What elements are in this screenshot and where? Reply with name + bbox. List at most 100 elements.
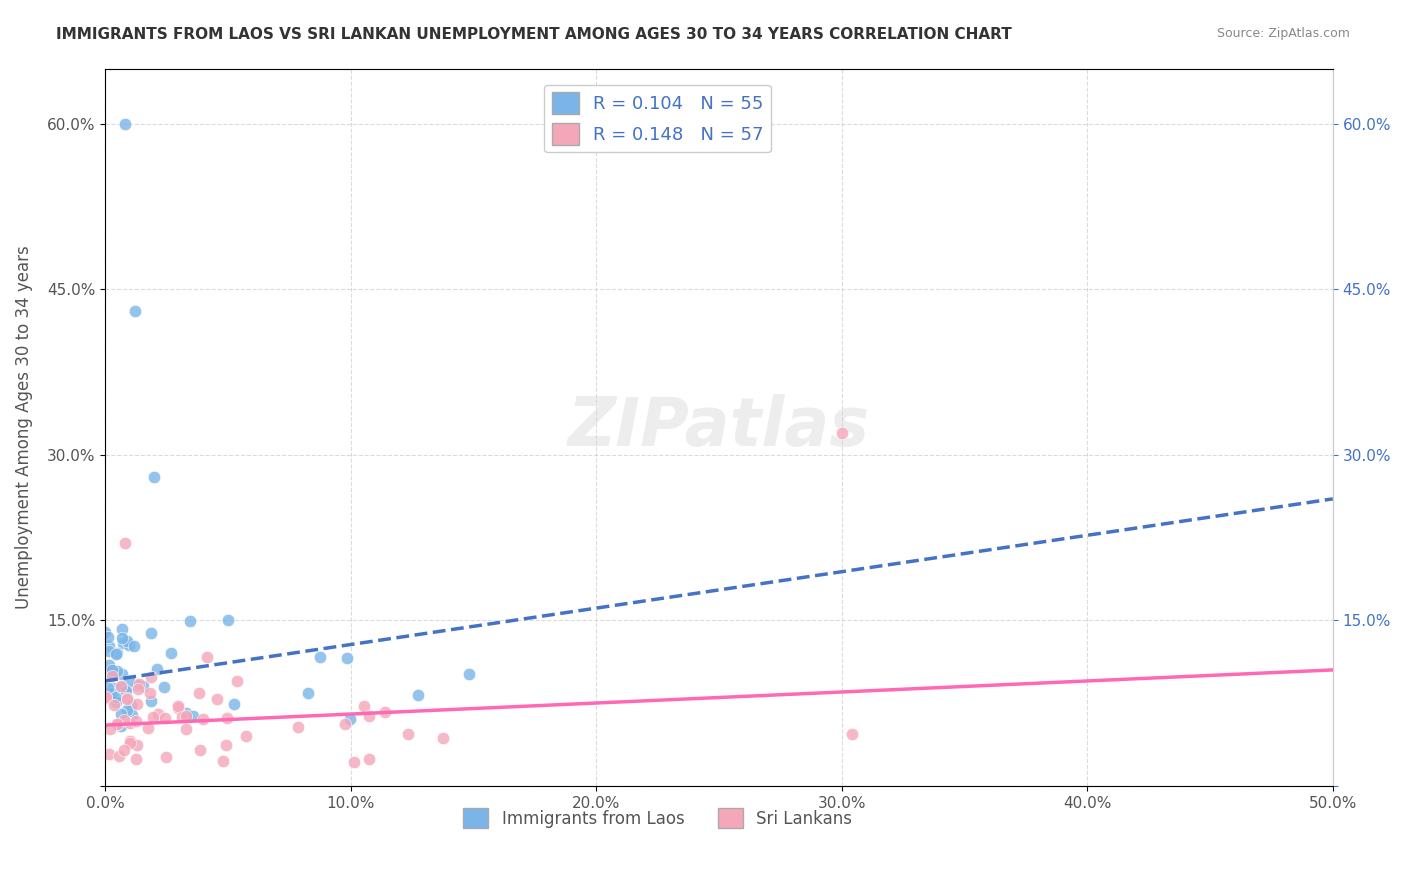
Point — [309, 650, 332, 665]
Point — [374, 705, 396, 719]
Point — [841, 727, 863, 741]
Point — [94, 690, 117, 705]
Point — [172, 710, 194, 724]
Point — [101, 663, 124, 677]
Point — [105, 716, 128, 731]
Point — [166, 701, 188, 715]
Point — [125, 752, 148, 766]
Point — [97, 681, 120, 695]
Point — [148, 706, 170, 721]
Point — [176, 709, 198, 723]
Point — [132, 679, 155, 693]
Point — [110, 706, 132, 721]
Point — [125, 697, 148, 711]
Point — [114, 117, 136, 131]
Point — [120, 736, 142, 750]
Point — [110, 719, 132, 733]
Point — [167, 699, 190, 714]
Point — [118, 716, 141, 731]
Point — [115, 691, 138, 706]
Text: Source: ZipAtlas.com: Source: ZipAtlas.com — [1216, 27, 1350, 40]
Point — [115, 691, 138, 706]
Point — [122, 640, 145, 654]
Point — [111, 631, 134, 645]
Point — [97, 643, 120, 657]
Point — [103, 698, 125, 713]
Point — [127, 738, 149, 752]
Point — [353, 699, 375, 714]
Point — [195, 649, 218, 664]
Point — [127, 678, 149, 692]
Point — [136, 722, 159, 736]
Point — [105, 694, 128, 708]
Point — [181, 709, 204, 723]
Text: ZIPatlas: ZIPatlas — [568, 394, 870, 460]
Point — [143, 470, 166, 484]
Point — [139, 625, 162, 640]
Point — [112, 743, 135, 757]
Point — [141, 694, 163, 708]
Point — [174, 706, 197, 720]
Point — [101, 668, 124, 682]
Point — [217, 613, 239, 627]
Point — [111, 666, 134, 681]
Point — [105, 646, 128, 660]
Point — [342, 755, 364, 769]
Point — [128, 677, 150, 691]
Point — [111, 622, 134, 636]
Point — [96, 686, 118, 700]
Point — [101, 666, 124, 681]
Point — [138, 686, 160, 700]
Text: IMMIGRANTS FROM LAOS VS SRI LANKAN UNEMPLOYMENT AMONG AGES 30 TO 34 YEARS CORREL: IMMIGRANTS FROM LAOS VS SRI LANKAN UNEMP… — [56, 27, 1012, 42]
Point — [120, 733, 142, 747]
Point — [457, 667, 479, 681]
Point — [224, 697, 246, 711]
Point — [97, 630, 120, 644]
Point — [101, 681, 124, 696]
Point — [125, 714, 148, 729]
Point — [124, 304, 146, 318]
Y-axis label: Unemployment Among Ages 30 to 34 years: Unemployment Among Ages 30 to 34 years — [15, 245, 32, 609]
Point — [336, 650, 359, 665]
Point — [100, 685, 122, 699]
Point — [118, 639, 141, 653]
Point — [97, 658, 120, 673]
Legend: Immigrants from Laos, Sri Lankans: Immigrants from Laos, Sri Lankans — [457, 801, 859, 835]
Point — [831, 425, 853, 440]
Point — [142, 710, 165, 724]
Point — [112, 636, 135, 650]
Point — [432, 731, 454, 745]
Point — [110, 680, 132, 694]
Point — [103, 664, 125, 678]
Point — [396, 727, 419, 741]
Point — [145, 662, 167, 676]
Point — [188, 686, 211, 700]
Point — [235, 729, 257, 743]
Point — [115, 703, 138, 717]
Point — [212, 754, 235, 768]
Point — [98, 747, 121, 761]
Point — [155, 750, 177, 764]
Point — [117, 673, 139, 688]
Point — [94, 690, 117, 704]
Point — [97, 640, 120, 654]
Point — [287, 720, 309, 734]
Point — [179, 614, 201, 628]
Point — [339, 712, 361, 726]
Point — [160, 646, 183, 660]
Point — [120, 698, 142, 713]
Point — [215, 738, 238, 752]
Point — [297, 686, 319, 700]
Point — [112, 713, 135, 727]
Point — [406, 688, 429, 702]
Point — [191, 712, 214, 726]
Point — [114, 684, 136, 698]
Point — [176, 722, 198, 736]
Point — [357, 708, 380, 723]
Point — [217, 711, 239, 725]
Point — [105, 664, 128, 678]
Point — [188, 742, 211, 756]
Point — [127, 681, 149, 696]
Point — [98, 722, 121, 736]
Point — [94, 625, 117, 640]
